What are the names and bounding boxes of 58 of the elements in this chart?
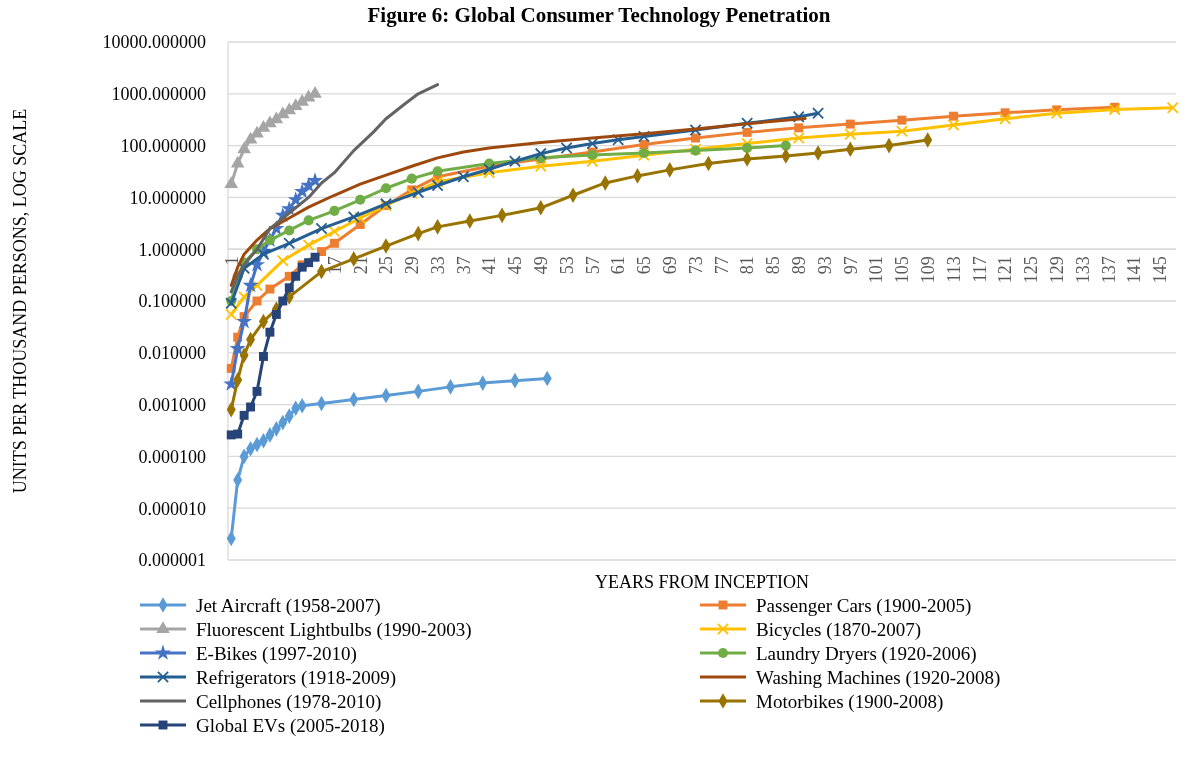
x-tick-label: 37 bbox=[453, 256, 474, 275]
legend-label: Fluorescent Lightbulbs (1990-2003) bbox=[196, 618, 472, 641]
x-tick-label: 73 bbox=[685, 256, 706, 275]
x-tick-label: 85 bbox=[763, 256, 784, 275]
legend-label: Passenger Cars (1900-2005) bbox=[756, 594, 972, 617]
x-tick-label: 105 bbox=[892, 256, 913, 284]
x-axis-title: YEARS FROM INCEPTION bbox=[594, 572, 810, 592]
legend-label: Washing Machines (1920-2008) bbox=[756, 666, 1001, 689]
y-tick-label: 10.000000 bbox=[129, 187, 206, 208]
x-tick-label: 137 bbox=[1098, 256, 1119, 284]
x-tick-label: 77 bbox=[711, 256, 732, 275]
x-tick-label: 53 bbox=[556, 256, 577, 275]
x-tick-label: 57 bbox=[582, 256, 603, 275]
legend-label: Refrigerators (1918-2009) bbox=[196, 666, 396, 689]
x-tick-label: 33 bbox=[427, 256, 448, 275]
x-tick-label: 129 bbox=[1046, 256, 1067, 284]
legend-label: Cellphones (1978-2010) bbox=[196, 690, 382, 713]
x-tick-label: 49 bbox=[531, 256, 552, 275]
y-tick-label: 10000.000000 bbox=[102, 32, 206, 53]
x-tick-label: 113 bbox=[943, 256, 964, 283]
x-tick-label: 65 bbox=[634, 256, 655, 275]
y-tick-label: 0.010000 bbox=[138, 343, 206, 364]
legend-label: Laundry Dryers (1920-2006) bbox=[756, 642, 977, 665]
x-tick-label: 81 bbox=[737, 256, 758, 275]
x-tick-label: 89 bbox=[789, 256, 810, 275]
y-axis-title: UNITS PER THOUSAND PERSONS, LOG SCALE bbox=[10, 108, 30, 494]
y-tick-label: 0.100000 bbox=[138, 291, 206, 312]
x-tick-label: 1 bbox=[221, 256, 242, 266]
y-tick-label: 0.001000 bbox=[138, 394, 206, 415]
chart-title: Figure 6: Global Consumer Technology Penetration bbox=[367, 3, 831, 27]
x-tick-label: 25 bbox=[376, 256, 397, 275]
y-tick-label: 1.000000 bbox=[138, 239, 206, 260]
x-tick-label: 145 bbox=[1150, 256, 1171, 284]
y-tick-label: 0.000100 bbox=[138, 446, 206, 467]
y-tick-label: 0.000010 bbox=[138, 498, 206, 519]
x-tick-label: 109 bbox=[918, 256, 939, 284]
x-tick-label: 61 bbox=[608, 256, 629, 275]
x-tick-label: 133 bbox=[1072, 256, 1093, 284]
x-tick-label: 17 bbox=[324, 256, 345, 275]
x-tick-label: 125 bbox=[1021, 256, 1042, 284]
legend-label: E-Bikes (1997-2010) bbox=[196, 642, 357, 665]
x-tick-label: 117 bbox=[969, 256, 990, 283]
x-tick-label: 97 bbox=[840, 256, 861, 275]
x-tick-label: 69 bbox=[660, 256, 681, 275]
x-tick-label: 121 bbox=[995, 256, 1016, 284]
x-tick-label: 141 bbox=[1124, 256, 1145, 284]
x-tick-label: 45 bbox=[505, 256, 526, 275]
x-tick-label: 41 bbox=[479, 256, 500, 275]
x-tick-label: 101 bbox=[866, 256, 887, 284]
y-tick-label: 0.000001 bbox=[138, 550, 206, 571]
legend-label: Jet Aircraft (1958-2007) bbox=[196, 594, 381, 617]
legend-label: Motorbikes (1900-2008) bbox=[756, 690, 944, 713]
y-tick-label: 100.000000 bbox=[120, 135, 206, 156]
y-tick-label: 1000.000000 bbox=[111, 84, 206, 105]
legend-label: Global EVs (2005-2018) bbox=[196, 714, 385, 737]
legend-label: Bicycles (1870-2007) bbox=[756, 618, 922, 641]
x-tick-label: 29 bbox=[402, 256, 423, 275]
x-tick-label: 93 bbox=[814, 256, 835, 275]
